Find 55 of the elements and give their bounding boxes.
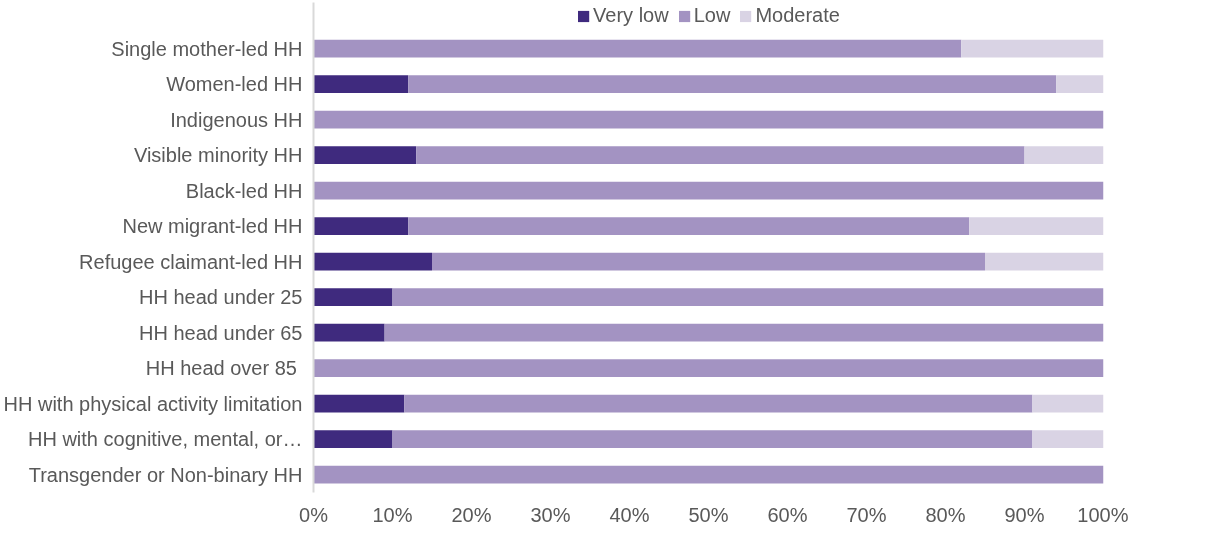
legend-label: Low [693,4,731,27]
bar [392,430,1033,449]
x-tick-label: 30% [530,503,571,526]
y-tick-label: HH head under 65 [139,321,303,344]
y-tick-label: Indigenous HH [170,108,303,131]
x-tick-label: 10% [372,503,413,526]
x-tick-label: 90% [1004,503,1045,526]
x-tick-label: 100% [1077,503,1129,526]
x-tick-label: 80% [925,503,966,526]
y-tick-label: HH with physical activity limitation [3,392,303,415]
bar [1024,146,1104,165]
bar [985,252,1104,271]
bar [313,323,385,342]
x-tick-label: 60% [767,503,808,526]
bar [313,39,962,58]
bar [384,323,1104,342]
bar [408,75,1057,94]
y-tick-label: HH head over 85 [145,357,297,380]
bar [408,217,970,236]
bar [313,430,393,449]
y-tick-label: Refugee claimant-led HH [79,250,303,273]
y-tick-label: Visible minority HH [133,144,303,167]
bar [1032,394,1104,413]
bar [313,75,409,94]
y-tick-label: Women-led HH [166,73,303,96]
bar [313,110,1104,129]
x-tick-label: 40% [609,503,650,526]
y-tick-label: Black-led HH [185,179,303,202]
x-tick-label: 50% [688,503,729,526]
legend-label: Moderate [755,4,840,27]
x-tick-label: 0% [299,503,329,526]
y-tick-label: New migrant-led HH [122,215,303,238]
x-tick-label: 20% [451,503,492,526]
bar [961,39,1104,58]
bar [313,217,409,236]
bar [404,394,1033,413]
y-tick-label: Transgender or Non-binary HH [28,463,303,486]
legend-label: Very low [593,4,669,27]
y-tick-label: Single mother-led HH [111,37,303,60]
y-tick-label: HH with cognitive, mental, or… [27,428,303,451]
bar [313,359,1104,378]
bar [969,217,1104,236]
bar [416,146,1025,165]
bar [313,288,393,307]
bar [1032,430,1104,449]
bar [1056,75,1104,94]
bar [313,252,432,271]
bar [313,394,405,413]
bar [392,288,1104,307]
bar [313,146,417,165]
bar [432,252,985,271]
bar [313,465,1104,484]
y-tick-label: HH head under 25 [139,286,303,309]
bar [313,181,1104,200]
x-tick-label: 70% [846,503,887,526]
